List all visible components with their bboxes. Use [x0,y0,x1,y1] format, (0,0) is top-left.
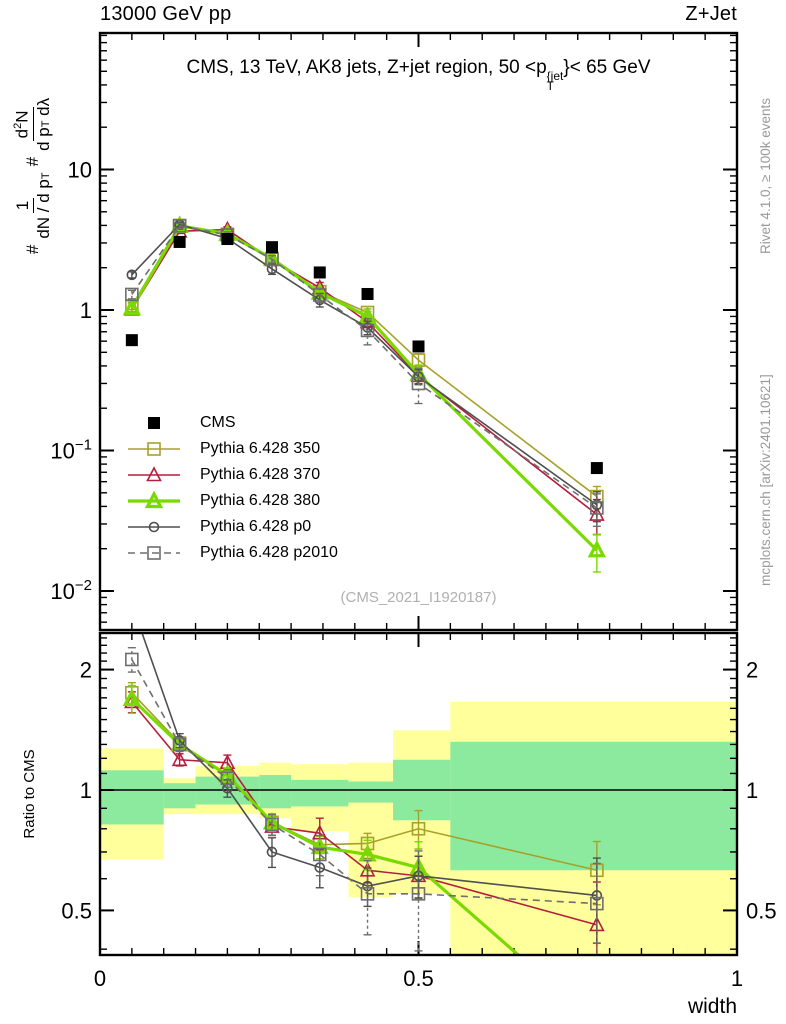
pt-jet-script: {jet T [546,69,564,93]
legend-label-pythia-6-428-p0: Pythia 6.428 p0 [200,518,312,535]
mcplots-arxiv-note: mcplots.cern.ch [arXiv:2401.10621] [757,374,773,586]
plot-title: CMS, 13 TeV, AK8 jets, Z+jet region, 50 … [186,57,651,93]
ratio-panel [122,633,605,955]
svg-text:10−2: 10−2 [50,577,92,604]
legend: CMS Pythia 6.428 350 Pythia 6.428 370 Pythi… [126,410,338,566]
main-panel-series-cms [125,233,603,475]
y-label-fraction-2: d2N d pT dλ [12,97,53,151]
header-beam-energy: 13000 GeV pp [100,3,232,25]
svg-text:1: 1 [731,966,743,991]
tick-labels: 10 1 10−1 10−2 2 2 1 1 0.5 0.5 0 0.5 1 width [50,158,776,1019]
legend-entry-cms: CMS [126,410,338,436]
analysis-id-watermark: (CMS_2021_I1920187) [340,589,497,606]
main-panel [122,215,606,573]
ratio-plot-frame [98,631,739,957]
svg-text:width: width [687,995,737,1018]
legend-label-cms: CMS [200,414,236,431]
band-green-bin7 [450,741,737,871]
legend-label-pythia-6-428-p2010: Pythia 6.428 p2010 [200,544,338,561]
legend-label-pythia-6-428-370: Pythia 6.428 370 [200,466,321,483]
svg-text:1: 1 [80,298,92,323]
svg-text:0.5: 0.5 [61,898,92,923]
svg-text:1: 1 [746,778,758,803]
legend-entry-pythia-6-428-p2010: Pythia 6.428 p2010 [126,540,338,566]
svg-text:2: 2 [746,658,758,683]
main-plot-frame [98,31,739,632]
svg-text:0.5: 0.5 [403,966,434,991]
legend-marker-pythia-6-428-p0 [128,521,180,533]
svg-text:1: 1 [80,778,92,803]
band-green-bin3 [259,775,292,809]
band-green-bin4 [291,779,349,807]
legend-entry-pythia-6-428-350: Pythia 6.428 350 [126,436,338,462]
legend-marker-pythia-6-428-370 [128,466,180,482]
y-axis-label: # 1 dN / d pT # d2N d pT dλ [12,97,53,255]
legend-entry-pythia-6-428-p0: Pythia 6.428 p0 [126,514,338,540]
svg-text:2: 2 [80,658,92,683]
legend-entry-pythia-6-428-370: Pythia 6.428 370 [126,462,338,488]
rivet-version-note: Rivet 4.1.0, ≥ 100k events [757,98,773,254]
legend-label-pythia-6-428-350: Pythia 6.428 350 [200,440,321,457]
legend-label-pythia-6-428-380: Pythia 6.428 380 [200,492,321,509]
legend-marker-pythia-6-428-p2010 [128,546,180,560]
main-panel-series-pythia-6-428-p2010 [125,219,604,528]
ratio-axis-label: Ratio to CMS [20,749,38,839]
y-label-fraction-1: 1 dN / d pT [12,172,53,239]
band-green-bin5 [348,781,394,803]
svg-text:0: 0 [94,966,106,991]
band-green-bin1 [163,783,196,809]
svg-text:10: 10 [68,158,92,183]
header-process: Z+Jet [685,3,737,25]
legend-entry-pythia-6-428-380: Pythia 6.428 380 [126,488,338,514]
band-green-bin0 [100,770,164,825]
legend-marker-pythia-6-428-380 [128,491,180,509]
legend-marker-cms [148,417,160,429]
svg-text:0.5: 0.5 [746,898,777,923]
ratio-panel-series-pythia-6-428-p2010 [125,647,604,955]
legend-marker-pythia-6-428-350 [128,442,180,456]
svg-text:10−1: 10−1 [50,437,92,464]
